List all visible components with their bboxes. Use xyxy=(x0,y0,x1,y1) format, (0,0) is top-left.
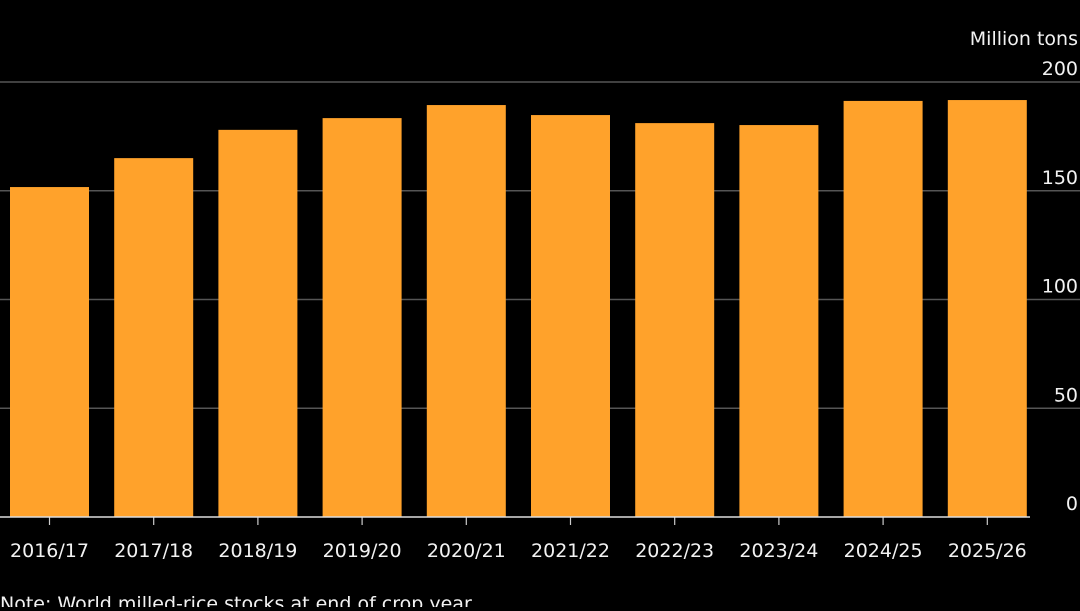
y-tick-label: 0 xyxy=(1066,493,1078,515)
y-tick-label: 150 xyxy=(1042,167,1078,189)
y-axis-unit-label: Million tons xyxy=(970,28,1078,50)
x-tick-label: 2017/18 xyxy=(114,540,193,562)
bar-2017-18 xyxy=(114,158,194,517)
x-axis: 2016/17 2017/18 2018/19 2019/20 2020/21 2021/… xyxy=(0,516,1030,562)
bar-2020-21 xyxy=(426,105,506,518)
bar-2022-23 xyxy=(635,123,715,518)
y-axis: 0 50 100 150 200 xyxy=(1042,58,1078,515)
bars xyxy=(10,100,1027,518)
x-tick-label: 2025/26 xyxy=(948,540,1027,562)
y-tick-label: 50 xyxy=(1054,384,1078,406)
bar-2023-24 xyxy=(739,125,819,517)
y-tick-label: 200 xyxy=(1042,58,1078,80)
bar-2018-19 xyxy=(218,129,298,517)
x-tick-label: 2023/24 xyxy=(739,540,818,562)
x-tick-label: 2022/23 xyxy=(635,540,714,562)
x-tick-label: 2024/25 xyxy=(844,540,923,562)
bar-2021-22 xyxy=(531,115,610,517)
x-tick-label: 2021/22 xyxy=(531,540,610,562)
bar-2019-20 xyxy=(322,118,402,517)
bar-2016-17 xyxy=(10,187,89,518)
bar-2024-25 xyxy=(843,100,923,518)
x-tick-label: 2020/21 xyxy=(427,540,506,562)
x-tick-label: 2019/20 xyxy=(323,540,402,562)
bar-2025-26 xyxy=(947,100,1027,518)
x-tick-label: 2018/19 xyxy=(218,540,297,562)
chart-note: Note: World milled-rice stocks at end of… xyxy=(0,593,472,607)
x-tick-label: 2016/17 xyxy=(10,540,89,562)
y-tick-label: 100 xyxy=(1042,276,1078,298)
